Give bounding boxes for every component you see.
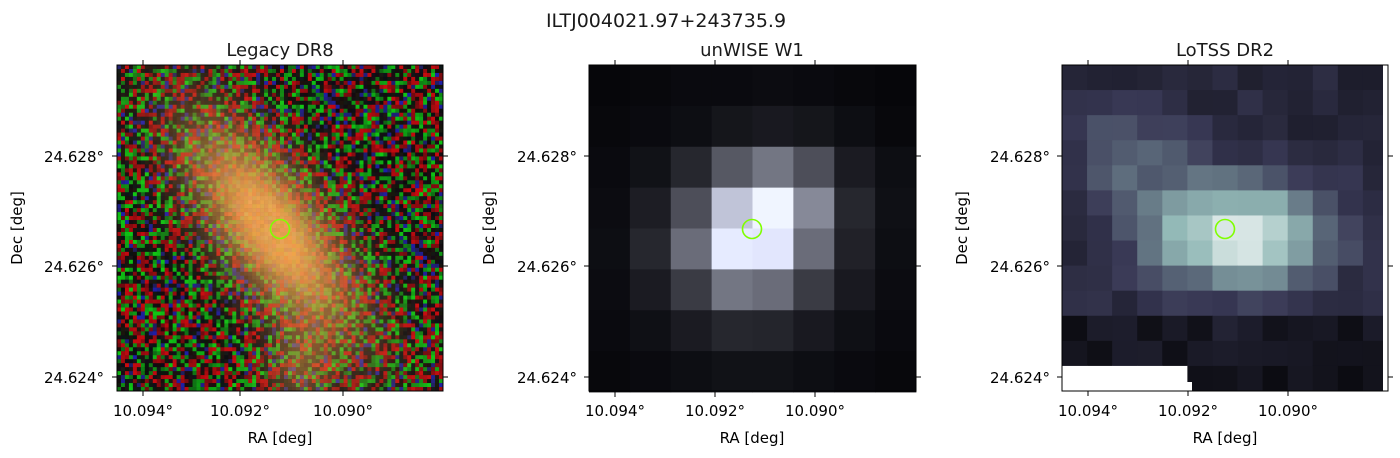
ytick-label: 24.628° [44, 148, 104, 166]
xtick-label: 10.094° [1058, 402, 1118, 420]
panel-title: Legacy DR8 [226, 40, 333, 61]
axis-ticks [1057, 60, 1393, 396]
ytick-label: 24.626° [44, 258, 104, 276]
figure-suptitle: ILTJ004021.97+243735.9 [546, 10, 786, 32]
axis-ticks [112, 60, 448, 396]
xtick-label: 10.090° [785, 402, 845, 420]
xtick-label: 10.090° [1258, 402, 1318, 420]
unwise-image [589, 65, 917, 393]
ytick-label: 24.626° [990, 258, 1050, 276]
xtick-label: 10.094° [585, 402, 645, 420]
y-axis-label: Dec [deg] [953, 191, 971, 265]
source-marker [1214, 218, 1236, 240]
panel-unwise-w1: unWISE W1 10.094° 10.092° 10.090° 24.628… [480, 40, 921, 447]
xtick-label: 10.092° [685, 402, 745, 420]
x-axis-label: RA [deg] [248, 429, 313, 447]
lotss-frame [1061, 64, 1389, 392]
y-axis-label: Dec [deg] [480, 191, 498, 265]
xtick-label: 10.092° [210, 402, 270, 420]
panel-lotss-dr2: LoTSS DR2 10.094° 10.092° 10.090° 24.628… [953, 40, 1393, 447]
x-axis-label: RA [deg] [1193, 429, 1258, 447]
panel-title: LoTSS DR2 [1176, 40, 1274, 61]
x-axis-label: RA [deg] [720, 429, 785, 447]
legacy-frame [116, 64, 444, 392]
xtick-label: 10.090° [313, 402, 373, 420]
source-marker [269, 218, 291, 240]
ytick-label: 24.624° [990, 369, 1050, 387]
panel-legacy-dr8: Legacy DR8 10.094° 10.092° 10.090° 24.62… [8, 40, 448, 447]
xtick-label: 10.094° [113, 402, 173, 420]
ytick-label: 24.628° [517, 148, 577, 166]
xtick-label: 10.092° [1158, 402, 1218, 420]
source-marker [741, 218, 763, 240]
ytick-label: 24.626° [517, 258, 577, 276]
legacy-image [117, 65, 444, 392]
unwise-frame [588, 64, 917, 392]
panel-title: unWISE W1 [700, 40, 804, 61]
axis-ticks [584, 60, 921, 397]
ytick-label: 24.624° [517, 369, 577, 387]
ytick-label: 24.624° [44, 369, 104, 387]
lotss-image [1062, 65, 1389, 392]
y-axis-label: Dec [deg] [8, 191, 26, 265]
ytick-label: 24.628° [990, 148, 1050, 166]
